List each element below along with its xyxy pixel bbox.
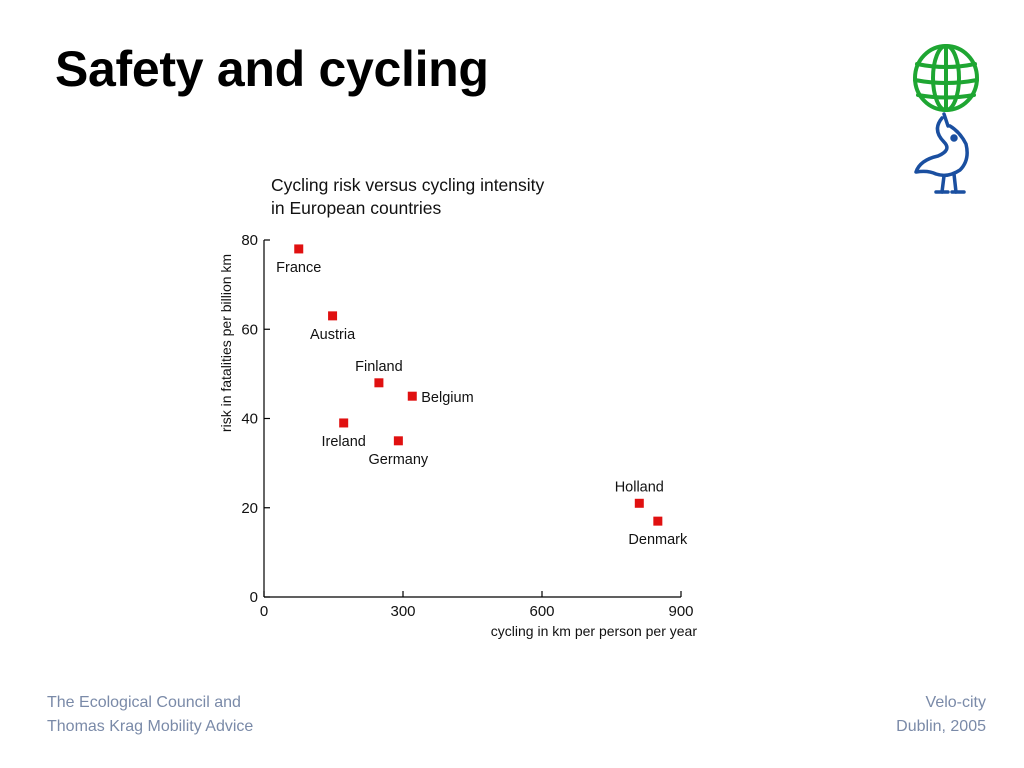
point-label: Austria bbox=[310, 327, 356, 343]
data-point bbox=[653, 516, 663, 526]
point-label: Belgium bbox=[421, 390, 473, 406]
y-tick-label: 20 bbox=[241, 500, 258, 517]
y-tick-label: 80 bbox=[241, 232, 258, 249]
x-tick-label: 0 bbox=[260, 603, 268, 620]
point-label: Germany bbox=[369, 452, 429, 468]
point-label: Denmark bbox=[628, 532, 688, 548]
point-label: Holland bbox=[615, 479, 664, 495]
chart-axes: 0 20 40 60 80 0 300 600 900 bbox=[241, 232, 693, 620]
point-label: France bbox=[276, 260, 321, 276]
data-point bbox=[634, 498, 644, 508]
point-label: Ireland bbox=[322, 434, 366, 450]
y-axis-label: risk in fatalities per billion km bbox=[218, 254, 234, 432]
x-axis-label: cycling in km per person per year bbox=[491, 623, 698, 639]
footer-credit-line-2: Thomas Krag Mobility Advice bbox=[47, 718, 254, 735]
footer-credits: The Ecological Council and Thomas Krag M… bbox=[47, 691, 253, 739]
point-label: Finland bbox=[355, 359, 403, 375]
data-point bbox=[374, 378, 384, 388]
data-points: France Austria Finland Belgium IrelandGerman… bbox=[276, 244, 688, 548]
data-point bbox=[328, 311, 338, 321]
x-tick-label: 600 bbox=[529, 603, 554, 620]
footer-event-line-2: Dublin, 2005 bbox=[896, 718, 986, 735]
chart-title-line-2: in European countries bbox=[271, 198, 441, 218]
y-tick-label: 60 bbox=[241, 321, 258, 338]
y-tick-label: 40 bbox=[241, 411, 258, 428]
globe-bird-logo-icon bbox=[908, 40, 986, 200]
data-point bbox=[294, 244, 304, 254]
x-tick-label: 900 bbox=[668, 603, 693, 620]
y-tick-label: 0 bbox=[250, 589, 258, 606]
x-tick-label: 300 bbox=[390, 603, 415, 620]
footer-event-line-1: Velo-city bbox=[925, 694, 986, 711]
footer-credit-line-1: The Ecological Council and bbox=[47, 694, 241, 711]
data-point bbox=[339, 418, 349, 428]
data-point bbox=[407, 391, 417, 401]
footer-event: Velo-city Dublin, 2005 bbox=[896, 691, 986, 739]
chart-title-line-1: Cycling risk versus cycling intensity bbox=[271, 175, 545, 195]
slide-title: Safety and cycling bbox=[55, 41, 489, 97]
data-point bbox=[393, 436, 403, 446]
